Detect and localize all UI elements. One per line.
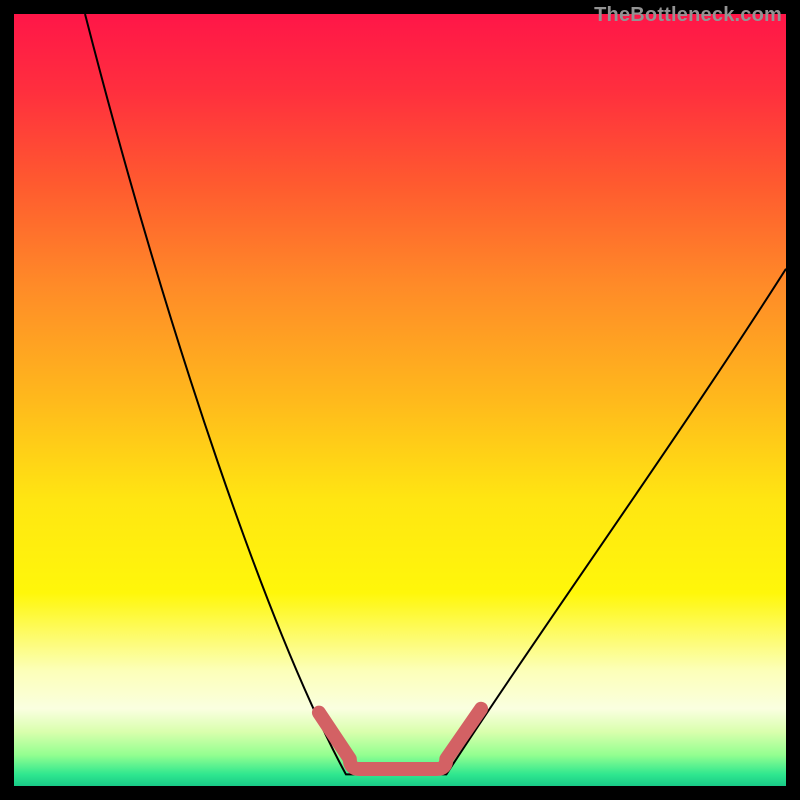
watermark-text: TheBottleneck.com: [594, 4, 782, 27]
gradient-background: [14, 14, 786, 786]
plot-area: [14, 14, 786, 786]
plot-svg: [14, 14, 786, 786]
chart-container: TheBottleneck.com: [0, 0, 800, 800]
